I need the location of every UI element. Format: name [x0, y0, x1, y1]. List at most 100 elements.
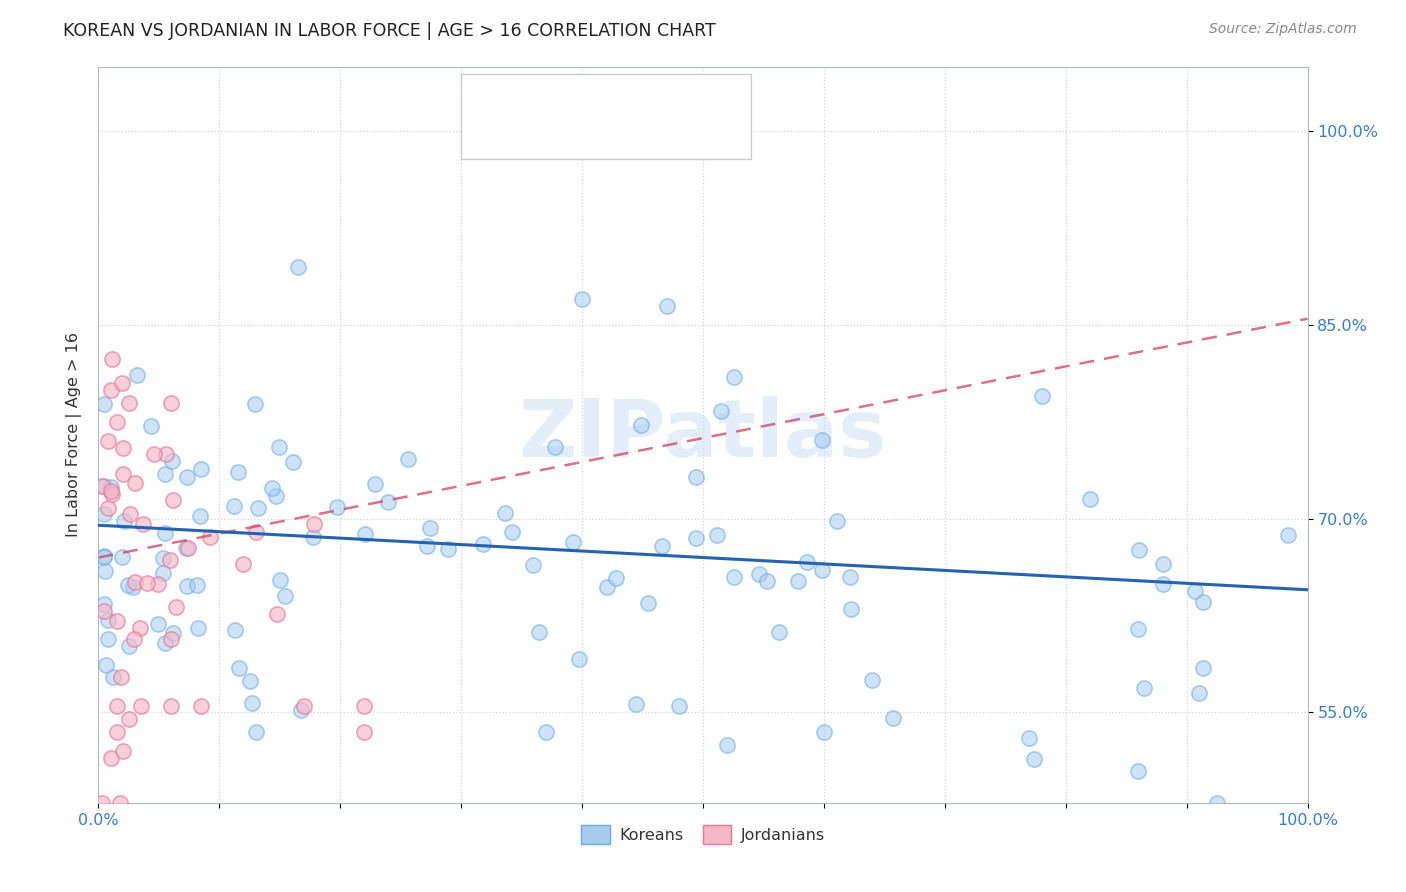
Point	[129, 621, 152, 635]
Legend: Koreans, Jordanians: Koreans, Jordanians	[575, 819, 831, 850]
Point	[1192, 661, 1215, 675]
Point	[226, 466, 249, 480]
Point	[152, 566, 174, 580]
Point	[245, 524, 267, 539]
Point	[811, 433, 834, 447]
Point	[716, 738, 738, 752]
Point	[190, 509, 212, 524]
Point	[1152, 577, 1174, 591]
Point	[605, 571, 627, 585]
Point	[91, 479, 114, 493]
Point	[436, 541, 458, 556]
Point	[377, 495, 399, 509]
Point	[595, 580, 617, 594]
Point	[723, 570, 745, 584]
Point	[222, 499, 245, 513]
Point	[162, 493, 184, 508]
Point	[190, 462, 212, 476]
Point	[290, 703, 312, 717]
Y-axis label: In Labor Force | Age > 16: In Labor Force | Age > 16	[66, 333, 82, 537]
Point	[105, 415, 128, 429]
Point	[1152, 557, 1174, 571]
Point	[472, 537, 495, 551]
Point	[1277, 528, 1299, 542]
Point	[266, 607, 288, 621]
Point	[96, 657, 118, 672]
Point	[1128, 622, 1150, 636]
Point	[100, 480, 122, 494]
Point	[97, 501, 120, 516]
Point	[152, 550, 174, 565]
Point	[245, 724, 267, 739]
Point	[124, 475, 146, 490]
Point	[186, 578, 208, 592]
Point	[93, 396, 115, 410]
Point	[494, 506, 516, 520]
Point	[860, 673, 883, 688]
Point	[1078, 492, 1101, 507]
Point	[118, 712, 141, 726]
Point	[165, 600, 187, 615]
Point	[136, 576, 159, 591]
Point	[111, 550, 134, 565]
Point	[534, 724, 557, 739]
Point	[139, 418, 162, 433]
Point	[260, 481, 283, 495]
Point	[522, 558, 544, 573]
Point	[396, 452, 419, 467]
Point	[100, 383, 122, 397]
Point	[105, 698, 128, 713]
Point	[129, 698, 152, 713]
Point	[153, 526, 176, 541]
Point	[122, 580, 145, 594]
Point	[287, 260, 309, 274]
Point	[302, 516, 325, 531]
Point	[685, 531, 707, 545]
Point	[160, 698, 183, 713]
Point	[91, 796, 114, 810]
Point	[668, 698, 690, 713]
Point	[796, 555, 818, 569]
Point	[1188, 686, 1211, 700]
Point	[148, 577, 170, 591]
Point	[839, 570, 862, 584]
Point	[292, 698, 315, 713]
Point	[93, 549, 115, 564]
Point	[706, 528, 728, 542]
Point	[111, 744, 134, 758]
Point	[101, 487, 124, 501]
Point	[415, 539, 437, 553]
Point	[120, 508, 142, 522]
Point	[655, 299, 678, 313]
Point	[269, 573, 291, 587]
Point	[142, 447, 165, 461]
Point	[187, 621, 209, 635]
Point	[105, 614, 128, 628]
Point	[101, 670, 124, 684]
Point	[174, 541, 197, 555]
Point	[97, 434, 120, 449]
Text: Source: ZipAtlas.com: Source: ZipAtlas.com	[1209, 22, 1357, 37]
Point	[160, 454, 183, 468]
Text: KOREAN VS JORDANIAN IN LABOR FORCE | AGE > 16 CORRELATION CHART: KOREAN VS JORDANIAN IN LABOR FORCE | AGE…	[63, 22, 716, 40]
Point	[118, 640, 141, 654]
Point	[274, 589, 297, 603]
Point	[839, 602, 862, 616]
Point	[1022, 752, 1045, 766]
Point	[1132, 681, 1154, 695]
Point	[224, 624, 246, 638]
Point	[162, 626, 184, 640]
Point	[239, 674, 262, 689]
Point	[176, 579, 198, 593]
Point	[813, 724, 835, 739]
Point	[353, 527, 375, 541]
Point	[97, 614, 120, 628]
Text: ZIPatlas: ZIPatlas	[519, 396, 887, 474]
Point	[111, 441, 134, 455]
Point	[281, 455, 304, 469]
Point	[1031, 389, 1053, 403]
Point	[637, 596, 659, 610]
Point	[364, 477, 387, 491]
Point	[94, 565, 117, 579]
Point	[353, 698, 375, 713]
